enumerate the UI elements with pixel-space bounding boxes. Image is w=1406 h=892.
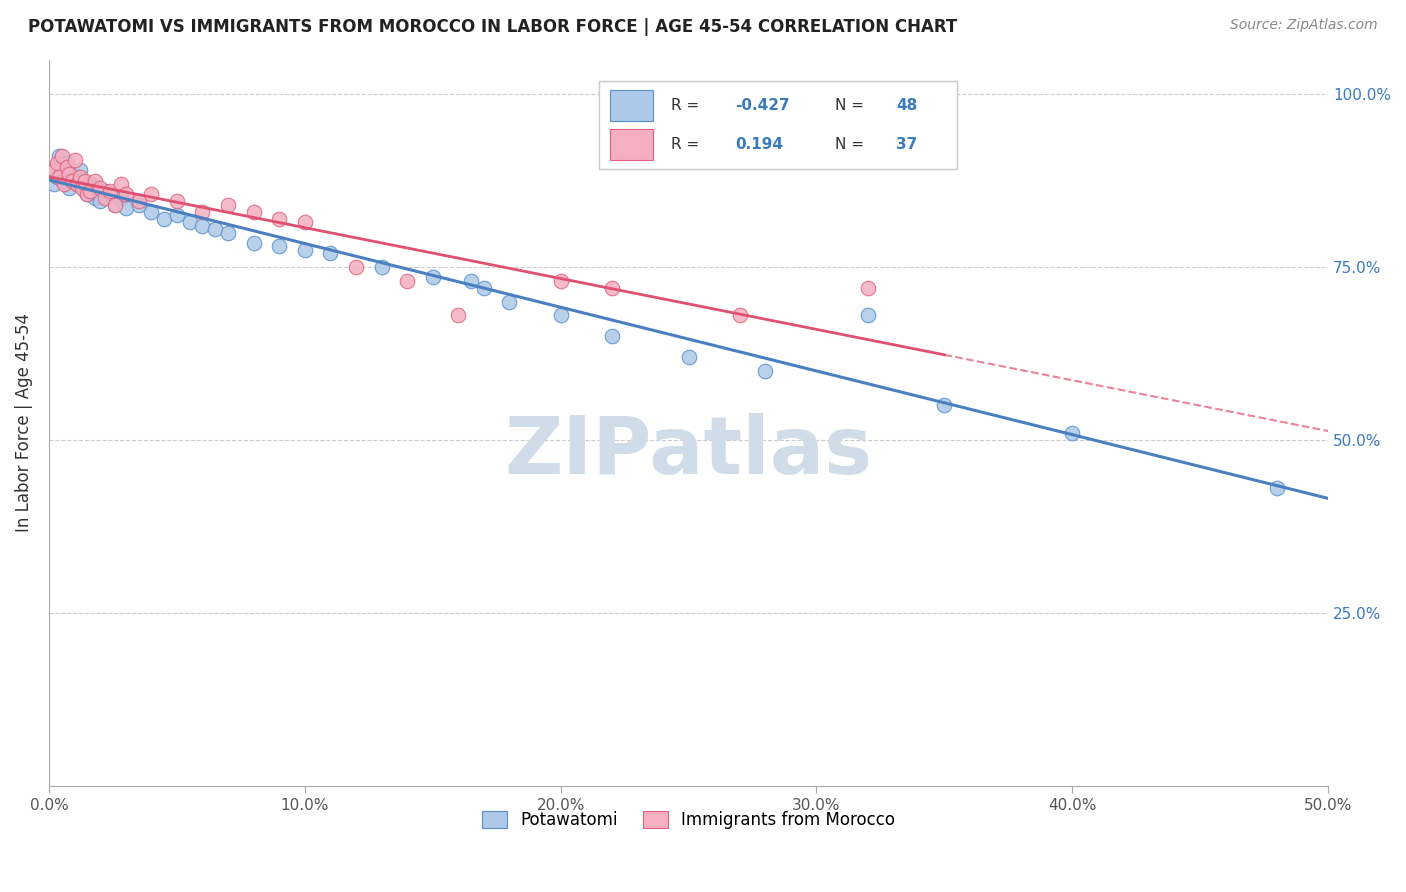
Point [58, 180, 80, 194]
Point [396, 274, 419, 288]
Point [51, 149, 73, 163]
Point [217, 198, 239, 212]
Text: ZIPatlas: ZIPatlas [505, 413, 873, 491]
Point [53, 177, 76, 191]
Point [498, 294, 520, 309]
Point [79, 177, 101, 191]
Point [294, 243, 316, 257]
Point [69, 163, 91, 178]
Point [100, 184, 122, 198]
Point [60, 174, 83, 188]
Point [94, 184, 117, 198]
Point [128, 194, 150, 209]
Point [344, 260, 367, 274]
Point [422, 270, 444, 285]
Point [63, 170, 86, 185]
Point [166, 208, 188, 222]
Point [42, 177, 65, 191]
Point [42, 163, 65, 178]
Point [600, 329, 623, 343]
Point [45, 156, 67, 170]
Point [82, 180, 104, 194]
Legend: Potawatomi, Immigrants from Morocco: Potawatomi, Immigrants from Morocco [475, 804, 901, 836]
Point [191, 219, 214, 233]
Point [204, 222, 226, 236]
Point [550, 274, 572, 288]
Point [600, 281, 623, 295]
Point [370, 260, 392, 274]
Point [141, 204, 163, 219]
Point [79, 184, 101, 198]
Point [104, 198, 127, 212]
Point [51, 160, 73, 174]
Point [856, 281, 879, 295]
Point [934, 398, 956, 412]
Point [166, 194, 188, 209]
Point [242, 204, 264, 219]
Point [48, 149, 70, 163]
Point [66, 177, 89, 191]
Point [242, 235, 264, 250]
Point [114, 202, 136, 216]
Point [678, 350, 700, 364]
Point [76, 187, 98, 202]
Point [70, 180, 93, 194]
Text: POTAWATOMI VS IMMIGRANTS FROM MOROCCO IN LABOR FORCE | AGE 45-54 CORRELATION CHA: POTAWATOMI VS IMMIGRANTS FROM MOROCCO IN… [28, 18, 957, 36]
Point [70, 174, 93, 188]
Text: Source: ZipAtlas.com: Source: ZipAtlas.com [1230, 18, 1378, 32]
Point [447, 309, 470, 323]
Point [550, 309, 572, 323]
Point [128, 198, 150, 212]
Point [460, 274, 482, 288]
Point [73, 184, 96, 198]
Point [56, 156, 79, 170]
Point [110, 191, 132, 205]
Point [48, 170, 70, 185]
Point [191, 204, 214, 219]
Point [110, 177, 132, 191]
Point [58, 167, 80, 181]
Point [89, 180, 111, 194]
Point [114, 187, 136, 202]
Point [100, 187, 122, 202]
Point [104, 198, 127, 212]
Point [179, 215, 201, 229]
Point [84, 174, 107, 188]
Point [217, 226, 239, 240]
Point [63, 153, 86, 167]
Point [472, 281, 495, 295]
Point [76, 187, 98, 202]
Point [728, 309, 751, 323]
Point [294, 215, 316, 229]
Point [269, 239, 291, 253]
Point [1062, 426, 1084, 441]
Point [89, 194, 111, 209]
Point [153, 211, 176, 226]
Point [141, 187, 163, 202]
Point [94, 191, 117, 205]
Point [856, 309, 879, 323]
Point [56, 160, 79, 174]
Point [319, 246, 342, 260]
Point [53, 174, 76, 188]
Point [1265, 482, 1288, 496]
Point [73, 174, 96, 188]
Point [69, 170, 91, 185]
Y-axis label: In Labor Force | Age 45-54: In Labor Force | Age 45-54 [15, 313, 32, 533]
Point [754, 364, 776, 378]
Point [66, 177, 89, 191]
Point [84, 191, 107, 205]
Point [269, 211, 291, 226]
Point [45, 170, 67, 185]
Point [60, 167, 83, 181]
